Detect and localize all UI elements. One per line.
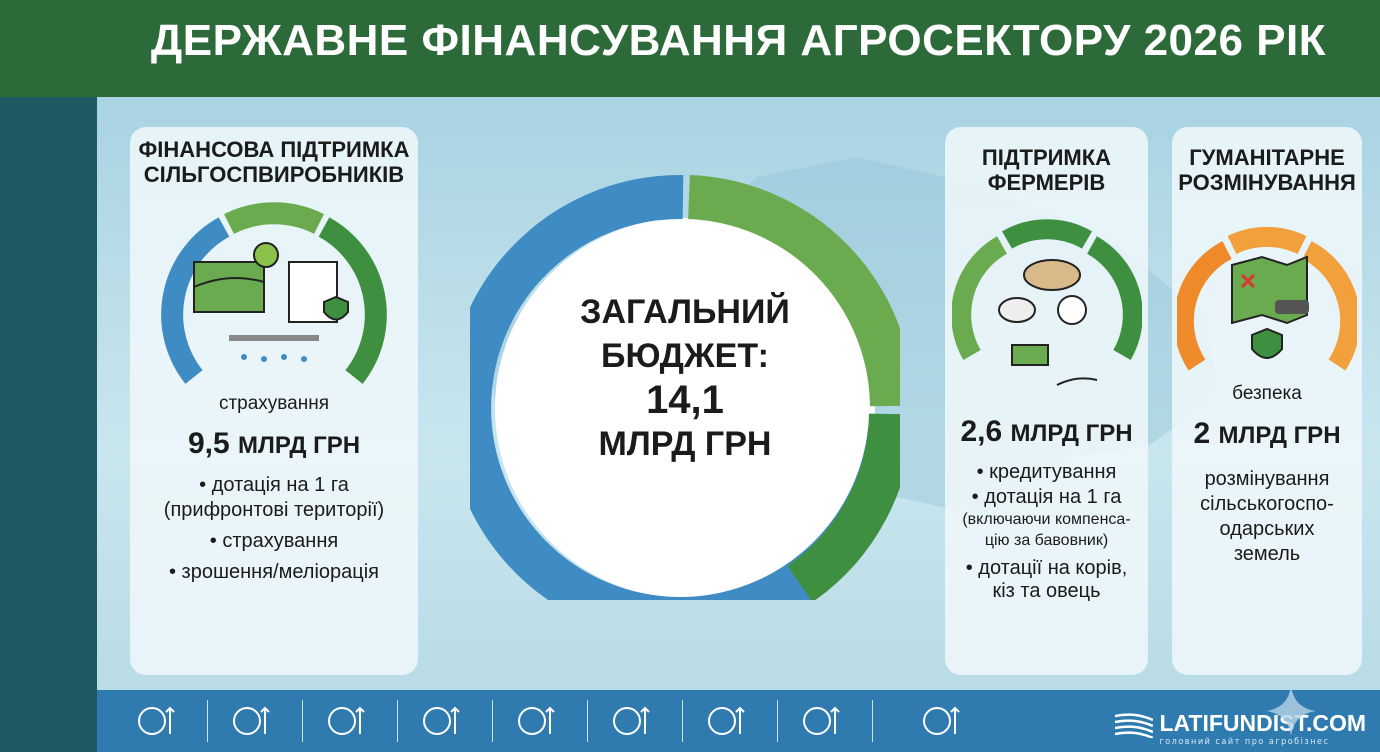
icon-separator <box>587 700 588 742</box>
icon-separator <box>492 700 493 742</box>
card-title: РОЗМІНУВАННЯ <box>1178 170 1356 195</box>
amount-value: 9,5 <box>187 427 230 460</box>
demining-vehicle-icon <box>1275 300 1309 314</box>
seedling-soil-icon <box>797 700 847 742</box>
list-item: • дотації на корів, <box>965 557 1128 579</box>
document-shield-icon <box>288 261 349 323</box>
list-item: • кредитування <box>976 461 1117 483</box>
list-item: кіз та овець <box>992 580 1101 602</box>
goat-icon <box>997 297 1036 323</box>
list-item: (включаючи компенса- <box>962 511 1131 528</box>
soil-plant-icon <box>702 700 752 742</box>
hand-seedling-icon <box>1056 377 1097 386</box>
corn-down-icon <box>132 700 182 742</box>
amount-unit: МЛРД ГРН <box>1218 422 1341 449</box>
cotton-icon <box>1056 295 1087 325</box>
gauge-green-arc <box>224 202 324 234</box>
wheat-up-icon <box>227 700 277 742</box>
microbe-icon <box>607 700 657 742</box>
gauge-icon-group <box>1177 226 1357 371</box>
list-item: сільськогоспо- <box>1200 493 1334 515</box>
icon-label: безпека <box>1232 383 1302 404</box>
amount-unit: МЛРД ГРН <box>1010 420 1133 447</box>
card-title: ПІДТРИМКА <box>981 145 1112 170</box>
field-icon <box>193 261 265 313</box>
amount-value: 2 <box>1193 417 1211 450</box>
donut-center <box>495 218 875 598</box>
donut-segment-green-dark <box>787 413 900 600</box>
card-producer-support: ФІНАНСОВА ПІДТРИМКА СІЛЬГОСПВИРОБНИКІВ ст… <box>130 127 418 675</box>
card-title: ГУМАНІТАРНЕ <box>1189 145 1345 170</box>
bottom-icon-strip: LATIFUNDIST.COM головний сайт про агробі… <box>97 686 1380 752</box>
latifundist-logo[interactable]: LATIFUNDIST.COM головний сайт про агробі… <box>1115 686 1366 747</box>
list-item: земель <box>1233 543 1301 565</box>
list-item: • страхування <box>209 530 339 552</box>
money-icon <box>1010 344 1049 366</box>
total-label: ЗАГАЛЬНИЙ <box>580 293 790 331</box>
left-strip <box>0 97 97 752</box>
icon-separator <box>872 700 873 742</box>
gauge-darkgreen-arc <box>318 217 387 384</box>
total-label: БЮДЖЕТ: <box>601 337 769 375</box>
gauge-icon-group <box>951 219 1142 386</box>
logo-mark-icon <box>1115 713 1154 738</box>
page-title: ДЕРЖАВНЕ ФІНАНСУВАННЯ АГРОСЕКТОРУ 2026 Р… <box>150 16 1327 65</box>
card-demining: ГУМАНІТАРНЕ РОЗМІНУВАННЯ безпека 2 МЛРД Г… <box>1172 127 1362 675</box>
plus-icon <box>253 242 279 268</box>
x-mark-icon <box>1240 273 1256 289</box>
sparkle-icon <box>1266 686 1316 736</box>
cow-icon <box>1022 259 1081 291</box>
amount-unit: МЛРД ГРН <box>238 432 361 459</box>
logo-name: LATIFUNDIST.COM <box>1159 710 1366 736</box>
budget-donut <box>470 174 900 600</box>
icon-separator <box>682 700 683 742</box>
icon-label: страхування <box>218 393 330 414</box>
amount-value: 2,6 <box>960 415 1003 448</box>
list-item: розмінування <box>1204 468 1330 490</box>
icon-separator <box>207 700 208 742</box>
irrigation-icon <box>892 700 992 742</box>
bean-up-icon <box>322 700 372 742</box>
plant-icon <box>417 700 467 742</box>
card-farmer-support: ПІДТРИМКА ФЕРМЕРІВ 2,6 МЛРД ГРН • кредиту… <box>945 127 1148 675</box>
total-unit: МЛРД ГРН <box>598 425 772 463</box>
shield-check-icon <box>1251 327 1283 359</box>
total-value: 14,1 <box>646 378 724 422</box>
list-item: (прифронтові території) <box>163 499 385 521</box>
card-title: СІЛЬГОСПВИРОБНИКІВ <box>143 162 405 187</box>
dna-check-icon <box>512 700 562 742</box>
list-item: • дотація на 1 га <box>971 486 1122 508</box>
icon-separator <box>302 700 303 742</box>
gauge-blue-arc <box>161 217 230 384</box>
icon-separator <box>397 700 398 742</box>
list-item: • дотація на 1 га <box>199 474 349 496</box>
list-item: цію за бавовник) <box>984 532 1109 549</box>
list-item: одарських <box>1219 518 1315 540</box>
card-title: ФЕРМЕРІВ <box>987 170 1106 195</box>
total-budget: ЗАГАЛЬНИЙ БЮДЖЕТ: 14,1 МЛРД ГРН <box>560 290 810 466</box>
card-title: ФІНАНСОВА ПІДТРИМКА <box>138 137 410 162</box>
list-item: • зрошення/меліорація <box>168 561 380 583</box>
title-bar: ДЕРЖАВНЕ ФІНАНСУВАННЯ АГРОСЕКТОРУ 2026 Р… <box>0 0 1380 97</box>
irrigation-icon <box>229 335 319 362</box>
icon-separator <box>777 700 778 742</box>
logo-tagline: головний сайт про агробізнес <box>1159 737 1330 747</box>
gauge-icon-group <box>161 202 387 384</box>
donut-segment-green-light <box>687 175 900 407</box>
